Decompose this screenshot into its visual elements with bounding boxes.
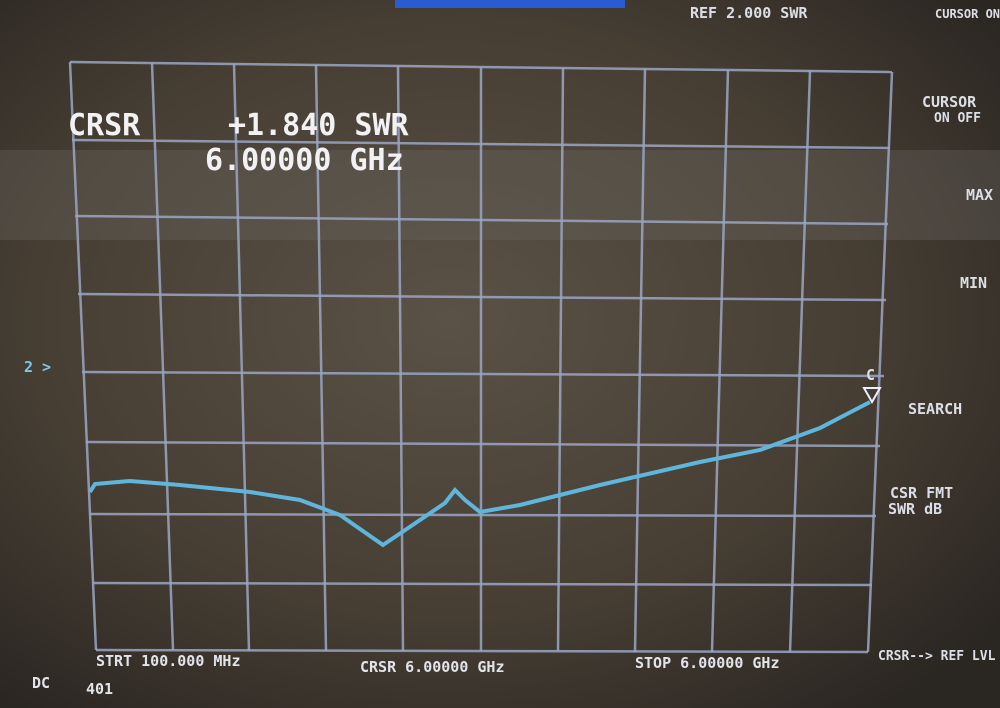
softkey[interactable]: SWR dB [888,500,942,518]
background [0,0,1000,708]
start-frequency: STRT 100.000 MHz [96,652,241,670]
stop-frequency: STOP 6.00000 GHz [635,654,780,672]
cursor-onoff-top: CURSOR ON OFF [935,7,1000,21]
softkey[interactable]: SEARCH [908,400,962,418]
softkey[interactable]: MAX [966,186,993,204]
cursor-marker: C [866,366,875,384]
top-bar [395,0,625,8]
softkey[interactable]: CURSOR [922,93,977,111]
ref-level: REF 2.000 SWR [690,4,808,22]
readout-frequency: 6.00000 GHz [205,143,404,178]
readout-label: CRSR [68,108,141,143]
softkey[interactable]: CRSR--> REF LVL [878,649,996,664]
page: REF 2.000 SWR CURSOR ON OFF C 2 > CRSR +… [0,0,1000,708]
cursor-frequency: CRSR 6.00000 GHz [360,658,505,676]
glare [0,150,1000,240]
points: 401 [86,680,113,698]
softkey[interactable]: MIN [960,274,987,292]
readout-value: +1.840 SWR [228,108,410,143]
ref-marker: 2 > [24,358,51,376]
softkey[interactable]: ON OFF [934,111,981,126]
coupling: DC [32,674,50,692]
analyzer-screen: REF 2.000 SWR CURSOR ON OFF C 2 > CRSR +… [0,0,1000,708]
